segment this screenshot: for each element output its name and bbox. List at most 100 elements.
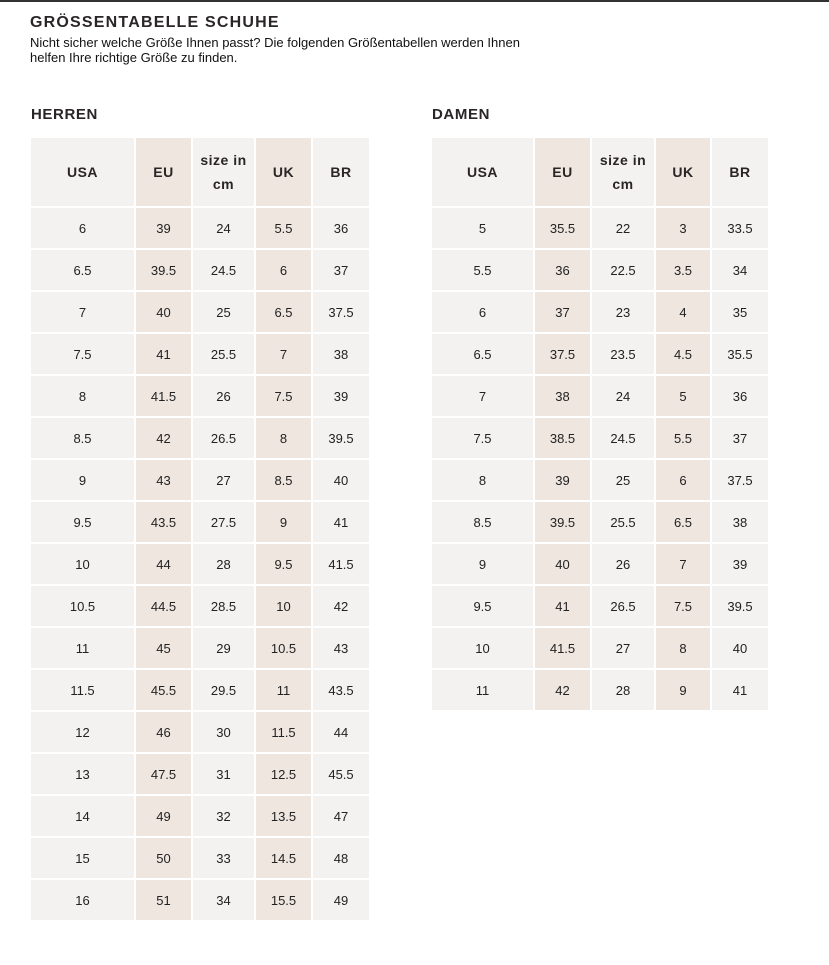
- cell-cm: 29.5: [191, 668, 256, 712]
- cell-usa: 8.5: [430, 500, 535, 544]
- cell-usa: 5.5: [430, 248, 535, 292]
- cell-cm: 25.5: [590, 500, 656, 544]
- cell-uk: 7: [254, 332, 313, 376]
- cell-usa: 6.5: [29, 248, 136, 292]
- cell-usa: 9.5: [430, 584, 535, 628]
- cell-br: 38: [710, 500, 770, 544]
- cell-uk: 14.5: [254, 836, 313, 880]
- cell-usa: 14: [29, 794, 136, 838]
- cell-uk: 5: [654, 374, 712, 418]
- cell-usa: 6.5: [430, 332, 535, 376]
- cell-br: 49: [311, 878, 371, 922]
- cell-cm: 25: [590, 458, 656, 502]
- cell-cm: 26: [191, 374, 256, 418]
- cell-eu: 44: [134, 542, 193, 586]
- cell-usa: 6: [430, 290, 535, 334]
- cell-uk: 8: [654, 626, 712, 670]
- table-row: 9 43 27 8.5 40: [29, 458, 371, 502]
- cell-uk: 5.5: [654, 416, 712, 460]
- cell-usa: 11: [430, 668, 535, 712]
- damen-heading: DAMEN: [432, 106, 490, 123]
- cell-br: 34: [710, 248, 770, 292]
- cell-eu: 43.5: [134, 500, 193, 544]
- table-row: 6 39 24 5.5 36: [29, 206, 371, 250]
- cell-usa: 10.5: [29, 584, 136, 628]
- cell-uk: 11: [254, 668, 313, 712]
- cell-eu: 43: [134, 458, 193, 502]
- cell-cm: 26: [590, 542, 656, 586]
- cell-uk: 7.5: [254, 374, 313, 418]
- table-row: 9.5 41 26.5 7.5 39.5: [430, 584, 770, 628]
- cell-br: 41: [311, 500, 371, 544]
- cell-eu: 46: [134, 710, 193, 754]
- cell-eu: 50: [134, 836, 193, 880]
- table-row: 7.5 41 25.5 7 38: [29, 332, 371, 376]
- cell-usa: 9.5: [29, 500, 136, 544]
- table-row: 12 46 30 11.5 44: [29, 710, 371, 754]
- cell-uk: 10.5: [254, 626, 313, 670]
- cell-usa: 8: [29, 374, 136, 418]
- cell-usa: 8: [430, 458, 535, 502]
- cell-cm: 22.5: [590, 248, 656, 292]
- cell-cm: 24: [191, 206, 256, 250]
- table-row: 8 41.5 26 7.5 39: [29, 374, 371, 418]
- cell-eu: 49: [134, 794, 193, 838]
- column-header-eu: EU: [533, 136, 592, 208]
- cell-br: 37.5: [311, 290, 371, 334]
- cell-cm: 23.5: [590, 332, 656, 376]
- cell-eu: 42: [533, 668, 592, 712]
- cell-usa: 7.5: [29, 332, 136, 376]
- table-row: 14 49 32 13.5 47: [29, 794, 371, 838]
- cell-cm: 24.5: [191, 248, 256, 292]
- cell-br: 45.5: [311, 752, 371, 796]
- table-row: 11 42 28 9 41: [430, 668, 770, 712]
- column-header-br: BR: [311, 136, 371, 208]
- column-header-uk: UK: [254, 136, 313, 208]
- cell-uk: 6.5: [254, 290, 313, 334]
- cell-cm: 26.5: [191, 416, 256, 460]
- cell-cm: 28: [590, 668, 656, 712]
- table-row: 7 40 25 6.5 37.5: [29, 290, 371, 334]
- cell-eu: 39: [533, 458, 592, 502]
- table-row: 7 38 24 5 36: [430, 374, 770, 418]
- cell-eu: 40: [533, 542, 592, 586]
- cell-eu: 41.5: [134, 374, 193, 418]
- cell-uk: 9.5: [254, 542, 313, 586]
- cell-cm: 30: [191, 710, 256, 754]
- cell-eu: 39.5: [533, 500, 592, 544]
- cell-cm: 25.5: [191, 332, 256, 376]
- cell-cm: 29: [191, 626, 256, 670]
- cell-eu: 37: [533, 290, 592, 334]
- cell-eu: 45: [134, 626, 193, 670]
- cell-usa: 5: [430, 206, 535, 250]
- cell-uk: 4: [654, 290, 712, 334]
- table-row: 6 37 23 4 35: [430, 290, 770, 334]
- cell-usa: 9: [29, 458, 136, 502]
- header-row: USA EU size in cm UK BR: [430, 136, 770, 208]
- cell-uk: 9: [254, 500, 313, 544]
- cell-usa: 10: [29, 542, 136, 586]
- table-row: 9 40 26 7 39: [430, 542, 770, 586]
- column-header-uk: UK: [654, 136, 712, 208]
- cell-br: 37: [710, 416, 770, 460]
- cell-eu: 44.5: [134, 584, 193, 628]
- intro-text: Nicht sicher welche Größe Ihnen passt? D…: [30, 35, 520, 65]
- cell-cm: 27: [590, 626, 656, 670]
- cell-usa: 11.5: [29, 668, 136, 712]
- cell-usa: 7: [430, 374, 535, 418]
- table-row: 6.5 37.5 23.5 4.5 35.5: [430, 332, 770, 376]
- cell-br: 33.5: [710, 206, 770, 250]
- cell-cm: 31: [191, 752, 256, 796]
- table-row: 8 39 25 6 37.5: [430, 458, 770, 502]
- page-title: GRÖSSENTABELLE SCHUHE: [30, 14, 280, 31]
- cell-usa: 13: [29, 752, 136, 796]
- cell-br: 39.5: [311, 416, 371, 460]
- cell-br: 44: [311, 710, 371, 754]
- cell-uk: 7: [654, 542, 712, 586]
- table-row: 16 51 34 15.5 49: [29, 878, 371, 922]
- table-row: 6.5 39.5 24.5 6 37: [29, 248, 371, 292]
- cell-cm: 26.5: [590, 584, 656, 628]
- cell-eu: 36: [533, 248, 592, 292]
- column-header-cm: size in cm: [590, 136, 656, 208]
- table-row: 5.5 36 22.5 3.5 34: [430, 248, 770, 292]
